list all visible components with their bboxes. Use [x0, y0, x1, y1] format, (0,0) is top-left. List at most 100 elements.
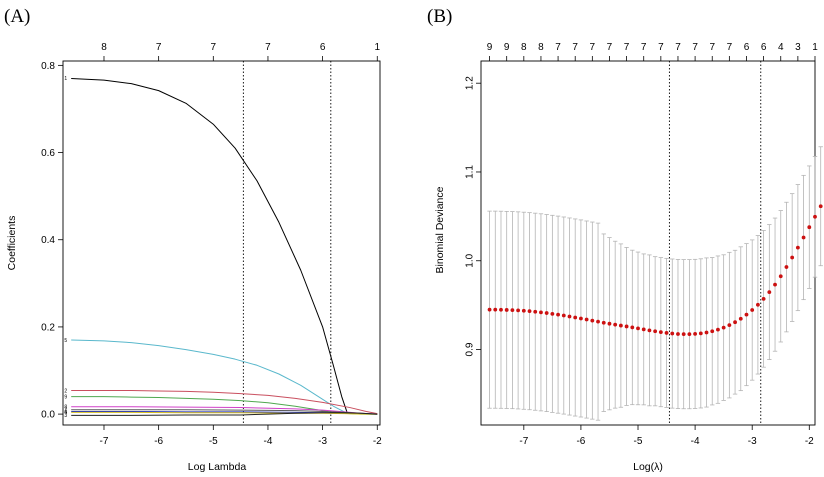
deviance-point [613, 322, 618, 327]
deviance-point [687, 332, 692, 337]
panel-label-a: (A) [4, 6, 30, 27]
coefficient-series [71, 77, 378, 416]
x-tick-label-a: -4 [264, 436, 273, 447]
x-tick-label-b: -4 [691, 436, 700, 447]
deviance-point [521, 308, 526, 313]
series-label-7: 7 [64, 408, 67, 414]
deviance-points [487, 204, 823, 337]
deviance-point [584, 317, 589, 322]
deviance-point [767, 290, 772, 294]
deviance-point [624, 324, 629, 329]
top-tick-label-b: 7 [555, 42, 561, 53]
deviance-point [693, 332, 698, 336]
top-tick-label-b: 8 [521, 42, 527, 53]
y-axis-a: 0.0 0.2 0.4 0.6 0.8 [41, 61, 63, 421]
top-tick-label-b: 7 [572, 42, 578, 53]
top-tick-label-b: 7 [624, 42, 630, 53]
deviance-point [550, 311, 555, 316]
x-tick-label-a: -2 [373, 436, 382, 447]
reference-lines-a [242, 61, 332, 425]
deviance-point [596, 319, 600, 324]
deviance-point [516, 308, 521, 313]
top-tick-label-b: 9 [504, 42, 510, 53]
deviance-point [773, 282, 777, 287]
deviance-point [670, 331, 675, 336]
deviance-point [807, 225, 812, 230]
deviance-point [698, 331, 703, 336]
top-tick-label-b: 7 [692, 42, 698, 53]
reference-lines-b [668, 61, 762, 425]
deviance-point [556, 312, 560, 317]
top-tick-label-b: 9 [487, 42, 493, 53]
deviance-point [573, 315, 578, 320]
y-axis-title-b: Binomial Deviance [434, 186, 446, 273]
top-tick-label-b: 7 [709, 42, 715, 53]
x-tick-label-a: -3 [318, 436, 327, 447]
deviance-point [795, 245, 800, 250]
top-tick-label-a: 6 [320, 42, 326, 53]
x-tick-label-b: -6 [576, 436, 585, 447]
top-tick-label-a: 7 [156, 42, 162, 53]
deviance-point [750, 308, 755, 312]
deviance-point [618, 323, 623, 328]
y-tick-label-a: 0.8 [41, 61, 55, 72]
deviance-point [567, 314, 572, 319]
y-tick-label-b: 0.9 [465, 342, 476, 356]
deviance-point [727, 323, 732, 328]
deviance-point [504, 308, 509, 312]
deviance-point [664, 331, 669, 335]
deviance-point [527, 309, 532, 314]
deviance-point [579, 316, 583, 321]
top-tick-label-a: 8 [101, 42, 107, 53]
deviance-point [601, 320, 606, 325]
deviance-point [544, 311, 549, 315]
panel-label-b: (B) [427, 6, 452, 27]
coefficient-line-2 [71, 390, 378, 415]
y-axis-b: 0.9 1.0 1.1 1.2 [465, 76, 481, 356]
deviance-point [487, 307, 492, 312]
deviance-point [590, 318, 595, 323]
deviance-point [676, 332, 680, 336]
top-tick-label-b: 7 [590, 42, 596, 53]
deviance-point [744, 312, 749, 317]
coefficient-line-3 [71, 412, 378, 416]
series-label-5: 5 [64, 338, 67, 344]
y-tick-label-b: 1.2 [465, 76, 476, 90]
y-tick-label-b: 1.0 [465, 253, 476, 267]
deviance-point [761, 296, 766, 301]
top-tick-label-b: 3 [795, 42, 801, 53]
deviance-point [493, 307, 498, 312]
top-tick-label-a: 7 [211, 42, 217, 53]
deviance-point [756, 302, 760, 307]
coefficient-line-1 [71, 77, 378, 415]
deviance-point [607, 321, 612, 326]
series-label-2: 2 [64, 388, 67, 394]
top-axis-a: 8 7 7 7 6 1 [101, 42, 380, 61]
x-axis-b: -7 -6 -5 -4 -3 -2 [519, 425, 814, 447]
x-axis-a: -7 -6 -5 -4 -3 -2 [100, 425, 382, 447]
x-tick-label-b: -3 [748, 436, 757, 447]
coefficient-line-5 [71, 339, 378, 415]
plot-frame-b [480, 60, 816, 426]
series-label-4: 4 [64, 410, 67, 416]
deviance-point [653, 329, 658, 334]
top-tick-label-b: 7 [675, 42, 681, 53]
deviance-point [704, 330, 709, 335]
top-tick-label-b: 8 [538, 42, 544, 53]
deviance-point [499, 307, 503, 312]
series-label-8: 8 [64, 404, 67, 410]
deviance-point [716, 327, 720, 332]
y-axis-title-a: Coefficients [6, 216, 18, 271]
top-tick-label-b: 7 [658, 42, 664, 53]
error-bars [487, 146, 823, 421]
y-tick-label-a: 0.6 [41, 148, 55, 159]
deviance-point [710, 329, 715, 334]
x-tick-label-b: -7 [519, 436, 528, 447]
y-tick-label-a: 0.2 [41, 322, 55, 333]
x-tick-label-a: -5 [209, 436, 218, 447]
